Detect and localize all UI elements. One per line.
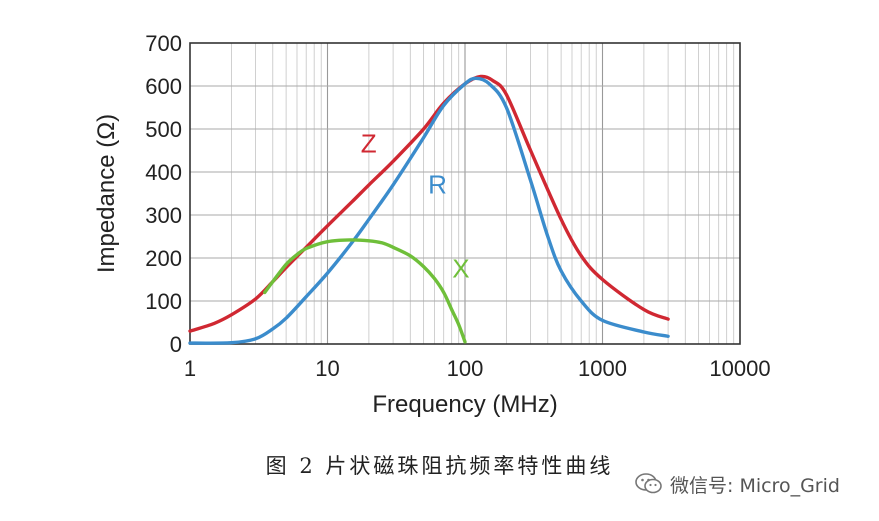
y-tick-label: 0 (170, 332, 182, 357)
series-line-x (263, 238, 467, 344)
plot-frame (189, 42, 741, 345)
x-tick-label: 1 (184, 356, 196, 381)
x-tick-label: 1000 (578, 356, 627, 381)
x-axis-label: Frequency (MHz) (372, 391, 557, 418)
y-axis-label: Impedance (Ω) (93, 114, 120, 273)
x-tick-label: 10000 (709, 356, 770, 381)
series-line-r (188, 76, 670, 345)
series-label-x: X (452, 253, 469, 283)
y-tick-label: 200 (145, 246, 182, 271)
x-tick-label: 100 (447, 356, 484, 381)
y-tick-label: 700 (145, 31, 182, 56)
x-tick-label: 10 (315, 356, 339, 381)
impedance-chart: Z R X 1 10 100 1000 10000 0 100 200 300 400 500 600 7… (93, 31, 771, 418)
y-tick-label: 600 (145, 74, 182, 99)
y-tick-label: 400 (145, 160, 182, 185)
series-label-r: R (428, 170, 447, 200)
series-label-z: Z (361, 129, 377, 159)
watermark: 微信号: Micro_Grid (634, 470, 840, 498)
wechat-icon (635, 473, 662, 494)
figure-caption: 图 2 片状磁珠阻抗频率特性曲线 (265, 454, 614, 478)
y-tick-label: 500 (145, 117, 182, 142)
grid (190, 43, 740, 344)
x-tick-labels: 1 10 100 1000 10000 (184, 356, 771, 381)
series-group: Z R X (188, 74, 670, 345)
watermark-text: 微信号: Micro_Grid (670, 474, 840, 497)
y-tick-label: 300 (145, 203, 182, 228)
y-tick-labels: 0 100 200 300 400 500 600 700 (145, 31, 182, 357)
y-tick-label: 100 (145, 289, 182, 314)
